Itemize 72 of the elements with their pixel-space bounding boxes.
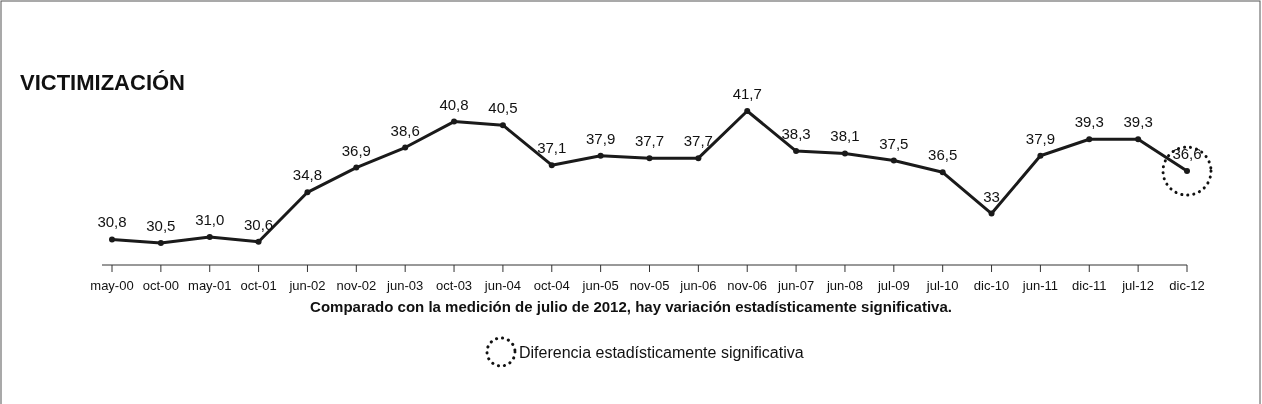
data-label: 37,9 [586,129,616,147]
data-label: 38,1 [830,127,860,145]
data-label: 30,8 [97,213,127,231]
data-label: 41,7 [732,85,762,102]
point [353,164,360,171]
x-tick-label: nov-05 [629,278,670,293]
data-label: 37,7 [634,132,665,150]
point [646,155,653,162]
x-tick-label: nov-02 [336,278,377,293]
x-tick-label: may-01 [188,278,232,293]
data-label: 37,7 [683,132,713,150]
point [988,210,995,217]
point [1037,152,1044,159]
point [1184,168,1190,175]
point [1135,136,1142,143]
x-tick-label: oct-01 [240,278,277,293]
data-label: 36,9 [341,141,371,159]
point [451,118,458,125]
x-tick-label: jun-02 [288,278,326,293]
point [695,155,702,162]
x-tick-label: jul-10 [925,278,959,293]
point [109,236,115,243]
point [255,238,262,245]
x-tick-label: jun-05 [581,278,619,293]
data-label: 30,6 [243,215,274,233]
x-tick-label: jun-11 [1021,278,1058,293]
data-label: 38,6 [390,121,420,139]
point [939,169,946,176]
text: Diferencia estadísticamente significativa [519,344,804,361]
point [1086,136,1093,143]
data-label: 38,3 [781,125,811,143]
point [402,144,409,151]
point [206,234,213,241]
x-tick-label: oct-00 [142,278,179,293]
x-tick-label: jun-03 [386,278,424,293]
data-label: 36,6 [1172,145,1202,163]
x-tick-label: dic-12 [1169,278,1205,293]
point [499,122,506,129]
point [157,240,164,246]
point [304,189,311,196]
data-label: 33 [983,187,1000,205]
point [744,108,751,114]
data-label: 36,5 [928,146,958,164]
data-label: 34,8 [292,166,323,184]
point [597,152,604,159]
x-tick-label: jun-08 [825,278,864,293]
point [548,162,555,169]
data-label: 39,3 [1123,113,1153,131]
data-label: 37,1 [537,139,567,157]
data-label: 30,5 [146,217,176,234]
data-label: 40,5 [488,99,518,117]
x-tick-label: oct-03 [435,278,473,293]
x-tick-label: dic-10 [973,278,1010,293]
x-tick-label: jul-12 [1121,278,1155,293]
data-label: 31,0 [195,211,225,229]
x-tick-label: jun-07 [777,278,815,293]
point [841,150,848,157]
x-tick-label: may-00 [90,278,134,293]
x-tick-label: jun-04 [483,278,521,293]
x-tick-label: nov-06 [727,278,768,293]
x-tick-label: jul-09 [876,278,910,293]
x-tick-label: oct-04 [533,278,570,293]
data-label: 37,5 [879,134,909,152]
point [793,148,800,155]
text: Comparado con la medición de julio de 2012, hay variación estadísticamente significativa. [310,298,952,315]
x-tick-label: dic-11 [1072,278,1107,293]
data-label: 40,8 [439,95,469,113]
data-label: 37,9 [1025,129,1056,147]
point [890,157,897,164]
chart-title: VICTIMIZACIÓN [20,70,185,95]
x-tick-label: jun-06 [679,278,717,293]
data-label: 39,3 [1074,113,1104,131]
